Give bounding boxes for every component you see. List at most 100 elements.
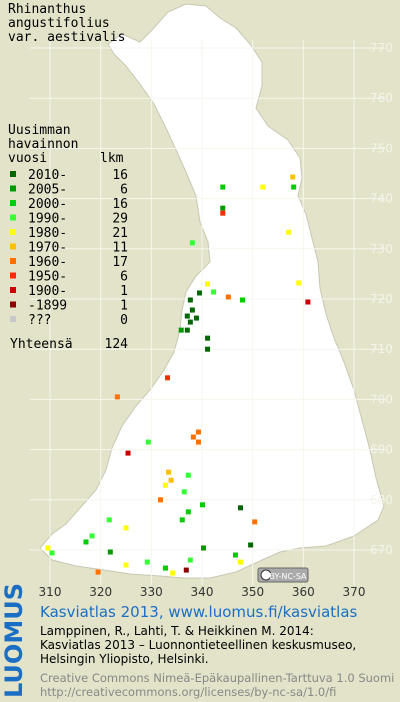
x-tick-label: 340 [191, 585, 214, 599]
total-count: 124 [105, 337, 129, 352]
legend-label: 1950- [28, 270, 67, 285]
occurrence [178, 327, 184, 333]
legend-label: 1990- [28, 212, 67, 227]
occurrence [165, 375, 171, 381]
license-text: Creative Commons Nimeä-Epäkaupallinen-Ta… [40, 671, 394, 685]
legend-label: 2005- [28, 183, 67, 198]
logo: LUOMUS [0, 583, 28, 698]
y-tick-label: 730 [370, 242, 393, 256]
occurrence [181, 489, 187, 495]
occurrence [220, 210, 226, 216]
occurrence [189, 240, 195, 246]
occurrence [185, 509, 191, 515]
occurrence [195, 439, 201, 445]
occurrence [170, 570, 176, 576]
legend-label: 1970- [28, 241, 67, 256]
occurrence [296, 280, 302, 286]
license-badge-text: BY-NC-SA [269, 572, 307, 581]
legend-heading: havainnon [8, 137, 78, 152]
legend-swatch [10, 301, 16, 308]
occurrences [45, 174, 311, 576]
legend-label: 1980- [28, 226, 67, 241]
citation: Kasviatlas 2013 – Luonnontieteellinen ke… [40, 638, 356, 652]
occurrence [240, 297, 246, 303]
occurrence [211, 289, 217, 295]
legend-column: lkm [100, 151, 124, 166]
legend-count: 17 [112, 255, 128, 270]
occurrence [187, 319, 193, 325]
legend-count: 16 [112, 168, 128, 183]
occurrence [125, 450, 131, 456]
species-name: var. aestivalis [8, 30, 125, 45]
occurrence [205, 346, 211, 352]
occurrence [252, 519, 258, 525]
occurrence [193, 315, 199, 321]
occurrence [45, 545, 51, 551]
occurrence [189, 307, 195, 313]
occurrence [286, 229, 292, 235]
occurrence [187, 557, 193, 563]
occurrence [145, 439, 151, 445]
citation: Lamppinen, R., Lahti, T. & Heikkinen M. … [40, 624, 314, 638]
y-tick-label: 770 [370, 41, 393, 55]
occurrence [95, 569, 101, 575]
legend-count: 6 [120, 270, 128, 285]
y-tick-label: 670 [370, 543, 393, 557]
occurrence [144, 559, 150, 565]
occurrence [107, 549, 113, 555]
legend-swatch [10, 316, 16, 322]
occurrence [205, 335, 211, 341]
legend-count: 16 [112, 197, 128, 212]
legend-label: ??? [28, 313, 51, 328]
species-name: angustifolius [8, 16, 110, 31]
occurrence [106, 517, 112, 523]
occurrence [184, 313, 190, 319]
occurrence [205, 281, 211, 287]
occurrence [123, 562, 129, 568]
y-tick-label: 760 [370, 91, 393, 105]
occurrence [220, 205, 226, 211]
occurrence [238, 559, 244, 565]
x-tick-label: 350 [241, 585, 264, 599]
legend-swatch [10, 258, 16, 264]
legend-label: -1899 [28, 299, 67, 314]
legend-label: 1960- [28, 255, 67, 270]
species-name: Rhinanthus [8, 2, 86, 17]
x-tick-label: 310 [39, 585, 62, 599]
x-tick-label: 370 [343, 585, 366, 599]
license-url[interactable]: http://creativecommons.org/licenses/by-n… [40, 685, 336, 699]
legend-count: 0 [120, 313, 128, 328]
legend-count: 29 [112, 212, 128, 227]
legend-label: 1900- [28, 284, 67, 299]
occurrence [201, 545, 207, 551]
occurrence [183, 567, 189, 573]
occurrence [220, 184, 226, 190]
y-tick-label: 700 [370, 392, 393, 406]
occurrence [232, 552, 238, 558]
legend-swatch [10, 287, 16, 293]
occurrence [238, 505, 244, 511]
occurrence [184, 327, 190, 333]
occurrence [225, 294, 231, 300]
occurrence [305, 299, 311, 305]
x-tick-label: 330 [140, 585, 163, 599]
legend-swatch [10, 229, 16, 235]
legend-label: 2010- [28, 168, 67, 183]
y-tick-label: 720 [370, 292, 393, 306]
occurrence [49, 550, 55, 556]
occurrence [195, 429, 201, 435]
license-badge: BY-NC-SA [257, 567, 309, 583]
occurrence [187, 297, 193, 303]
legend-swatch [10, 200, 16, 206]
occurrence [290, 174, 296, 180]
occurrence [168, 477, 174, 483]
legend-count: 21 [112, 226, 128, 241]
legend-swatch [10, 272, 16, 279]
occurrence [200, 502, 206, 508]
footer-link[interactable]: Kasviatlas 2013, www.luomus.fi/kasviatla… [40, 603, 358, 621]
legend-column: vuosi [8, 151, 47, 166]
occurrence [248, 542, 254, 548]
y-tick-label: 680 [370, 493, 393, 507]
